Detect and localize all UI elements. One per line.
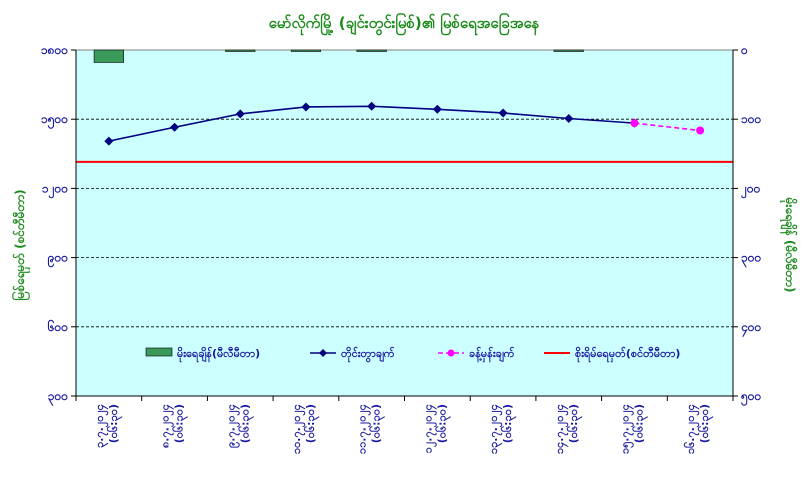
y-right-tick-label: ၃၀၀: [741, 251, 762, 269]
x-tick-label-date: ၁၁.၇.၂၀၂၄: [356, 404, 372, 454]
legend-label: စိုးရိမ်ရေမှတ်(စင်တီမီတာ): [575, 346, 680, 363]
legend-label: မိုးရေချိန်(မီလီမီတာ): [177, 346, 260, 363]
x-tick-label-time: (၀၆:၃၀): [567, 404, 583, 443]
measured-point: [104, 136, 114, 146]
x-tick-label-time: (၀၆:၃၀): [304, 404, 320, 443]
y-left-tick-label: ၁၅၀၀: [41, 112, 68, 130]
line-layer: [76, 101, 733, 163]
y-left-tick-label: ၆၀၀: [47, 318, 69, 334]
x-tick-label-time: (၀၆:၃၀): [370, 404, 386, 443]
x-tick-label-time: (၀၆:၃၀): [107, 404, 123, 443]
measured-point: [564, 114, 574, 124]
x-tick-label-date: ၉.၇.၂၀၂၄: [224, 404, 240, 448]
x-tick-label-date: ၁၅.၇.၂၀၂၄: [618, 404, 634, 454]
legend-measured-marker: [319, 349, 327, 357]
x-tick-label-date: ၁၆.၇.၂၀၂၄: [684, 404, 700, 454]
y-axis-left-label: မြစ်ရေမှတ် (စင်တီမီတာ): [10, 189, 31, 300]
rainfall-bar: [290, 49, 322, 52]
x-tick-label-date: ၁၃.၇.၂၀၂၄: [487, 404, 503, 454]
x-tick-label-time: (၀၆:၃၀): [173, 404, 189, 443]
y-right-tick-label: ၂၀၀: [740, 181, 761, 199]
y-right-tick-label: ၁၀၀: [741, 112, 762, 126]
y-left-tick-label: ၁၂၀၀: [42, 181, 68, 199]
x-tick-label-date: ၃.၇.၂၀၂၄: [93, 404, 109, 448]
measured-point: [301, 102, 311, 112]
y-left-tick-label: ၁၈၀၀: [41, 43, 68, 57]
measured-point: [235, 109, 245, 119]
forecast-point: [696, 126, 705, 135]
x-tick-label-date: ၁၂.၇.၂၀၂၄: [421, 404, 437, 453]
y-left-tick-label: ၃၀၀: [48, 389, 69, 407]
measured-point: [498, 108, 508, 118]
y-right-tick-label: ၄၀၀: [740, 320, 762, 338]
y-right-tick-label: ၀: [740, 43, 748, 57]
x-tick-label-time: (၀၆:၃၀): [501, 404, 517, 443]
rainfall-bar: [225, 49, 256, 52]
forecast-line: [634, 122, 701, 132]
legend-label: တိုင်းတွာချက်: [341, 346, 395, 363]
measured-point: [367, 101, 377, 111]
y-right-tick-label: ၅၀၀: [740, 389, 762, 407]
legend-label: ခန့်မှန်းချက်: [469, 346, 515, 363]
y-axis-right-label: မိုးရေချိန် (မီလီမီတာ): [779, 197, 799, 293]
x-tick-label-time: (၀၆:၃၀): [698, 404, 714, 443]
x-tick-label-date: ၈.၇.၂၀၂၄: [159, 404, 175, 448]
x-tick-label-date: ၁၀.၇.၂၀၂၄: [290, 404, 306, 454]
legend-forecast-marker: [447, 349, 455, 357]
measured-point: [432, 104, 442, 114]
rainfall-bar: [356, 49, 387, 52]
x-tick-label-date: ၁၄.၇.၂၀၂၄: [553, 404, 569, 454]
x-tick-label-time: (၀၆:၃၀): [632, 404, 648, 443]
legend-rainfall-swatch: [145, 347, 173, 357]
x-tick-label-time: (၀၆:၃၀): [435, 404, 451, 443]
plot-area: [75, 49, 734, 397]
y-left-tick-label: ၉၀၀: [47, 251, 69, 269]
rainfall-bar: [553, 49, 584, 52]
forecast-point: [630, 119, 639, 128]
grid-layer: [76, 118, 733, 328]
legend-layer: မိုးရေချိန်(မီလီမီတာ) တိုင်းတွာချက် ခန့်မှ…: [145, 346, 680, 363]
measured-point: [170, 122, 180, 132]
x-tick-label-time: (၀၆:၃၀): [238, 404, 254, 443]
bar-layer: [93, 49, 584, 63]
rainfall-bar: [93, 49, 124, 63]
